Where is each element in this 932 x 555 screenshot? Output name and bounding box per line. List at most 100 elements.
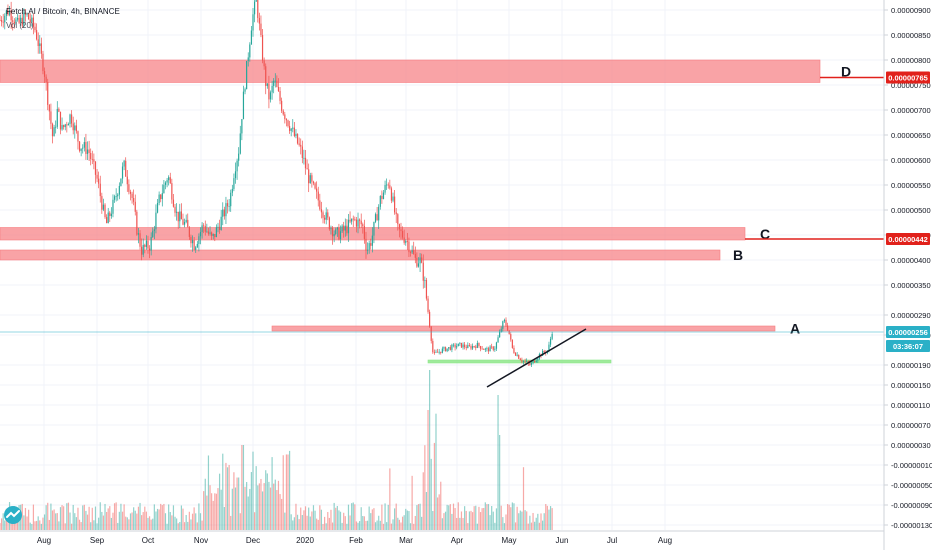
volume-bar bbox=[401, 516, 404, 530]
price-tick-label: 0.00000190 bbox=[891, 361, 931, 370]
volume-bar bbox=[160, 503, 162, 530]
volume-bar bbox=[201, 520, 203, 530]
volume-bar bbox=[467, 523, 469, 530]
volume-bar bbox=[34, 521, 36, 530]
symbol-title[interactable]: Fetch.AI / Bitcoin, 4h, BINANCE bbox=[6, 7, 120, 16]
candle-body bbox=[20, 17, 22, 23]
candle-body bbox=[347, 219, 350, 234]
volume-bar bbox=[330, 509, 332, 530]
price-axis[interactable]: 0.00000900 0.00000850 0.00000800 0.00000750… bbox=[884, 6, 932, 530]
time-tick-label: Jul bbox=[607, 536, 617, 545]
volume-bar bbox=[513, 503, 515, 530]
trendline[interactable] bbox=[486, 328, 587, 388]
volume-bar bbox=[260, 478, 262, 530]
candle-body bbox=[487, 348, 490, 352]
candle-body bbox=[160, 194, 162, 200]
candle-body bbox=[316, 188, 318, 192]
volume-bar bbox=[301, 515, 303, 530]
volume-bar bbox=[155, 511, 157, 530]
candle-body bbox=[223, 209, 225, 217]
volume-bar bbox=[147, 517, 149, 530]
candle-body bbox=[320, 209, 323, 213]
candle-body bbox=[121, 166, 124, 179]
volume-indicator-label[interactable]: Vol (20) bbox=[6, 21, 34, 30]
volume-bar bbox=[179, 521, 181, 530]
candle-body bbox=[287, 120, 289, 127]
candle-body bbox=[378, 206, 380, 221]
price-tick-label: 0.00000700 bbox=[891, 106, 931, 115]
candle-body bbox=[120, 178, 122, 186]
candle-body bbox=[505, 319, 507, 326]
candle-body bbox=[239, 133, 241, 154]
volume-bar bbox=[491, 506, 493, 530]
volume-bar bbox=[438, 494, 440, 530]
volume-bar bbox=[144, 506, 146, 530]
volume-bar bbox=[249, 488, 251, 530]
candle-body bbox=[362, 224, 364, 227]
volume-bar bbox=[551, 508, 553, 530]
volume-bar bbox=[484, 502, 486, 530]
time-tick-label: Aug bbox=[658, 536, 672, 545]
candle-body bbox=[276, 80, 278, 87]
candle-body bbox=[333, 234, 335, 237]
candle-body bbox=[66, 124, 68, 126]
zone-B[interactable] bbox=[0, 249, 721, 261]
candle-body bbox=[328, 217, 330, 230]
volume-bar bbox=[99, 502, 101, 530]
volume-bar bbox=[86, 514, 89, 530]
volume-bar bbox=[468, 511, 471, 530]
volume-bar bbox=[31, 523, 33, 530]
candle-body bbox=[26, 13, 28, 15]
volume-bar bbox=[136, 513, 138, 530]
candle-body bbox=[242, 91, 245, 120]
candle-body bbox=[51, 123, 54, 137]
volume-bar bbox=[347, 504, 350, 530]
zone-D[interactable] bbox=[0, 59, 821, 83]
candle-body bbox=[521, 360, 523, 362]
volume-bar bbox=[77, 507, 79, 530]
volume-bar bbox=[67, 502, 70, 530]
time-axis[interactable]: Aug Sep Oct Nov Dec 2020 Feb Mar Apr May Jun Jul Aug bbox=[37, 536, 672, 545]
candle-body bbox=[145, 240, 147, 247]
volume-bar bbox=[440, 481, 442, 530]
candle-body bbox=[247, 57, 249, 62]
candle-body bbox=[532, 360, 534, 363]
volume-bar bbox=[117, 522, 119, 530]
candle-body bbox=[246, 61, 248, 90]
candle-body bbox=[476, 342, 478, 348]
candle-body bbox=[83, 142, 85, 148]
candle-body bbox=[370, 243, 372, 246]
tradingview-logo-icon[interactable] bbox=[4, 506, 22, 524]
candle-body bbox=[371, 235, 373, 246]
price-tick-label: 0.00000150 bbox=[891, 381, 931, 390]
volume-bar bbox=[263, 483, 265, 530]
candle-body bbox=[494, 348, 496, 350]
volume-bar bbox=[118, 511, 120, 530]
candle-body bbox=[115, 196, 117, 198]
volume-bar bbox=[214, 493, 216, 530]
volume-bar bbox=[548, 509, 550, 530]
volume-bar bbox=[282, 455, 284, 530]
candle-body bbox=[459, 342, 461, 344]
candle-body bbox=[419, 257, 421, 264]
volume-bar bbox=[269, 487, 272, 530]
volume-bar bbox=[499, 435, 501, 530]
candle-body bbox=[429, 311, 431, 327]
volume-bar bbox=[538, 522, 541, 530]
candle-body bbox=[331, 228, 334, 237]
zone-support[interactable] bbox=[427, 359, 612, 364]
volume-bar bbox=[430, 458, 432, 530]
volume-bar bbox=[346, 523, 348, 530]
price-tick-label: -0.00000010 bbox=[891, 461, 932, 470]
candle-body bbox=[182, 219, 184, 225]
zone-A[interactable] bbox=[271, 325, 776, 332]
candle-body bbox=[155, 212, 157, 230]
volume-bar bbox=[344, 516, 346, 530]
candle-body bbox=[50, 111, 52, 124]
zone-label-D: D bbox=[841, 63, 851, 79]
volume-bar bbox=[153, 504, 155, 530]
volume-bar bbox=[104, 503, 106, 530]
volume-bar bbox=[265, 470, 267, 530]
volume-bar bbox=[196, 522, 198, 530]
